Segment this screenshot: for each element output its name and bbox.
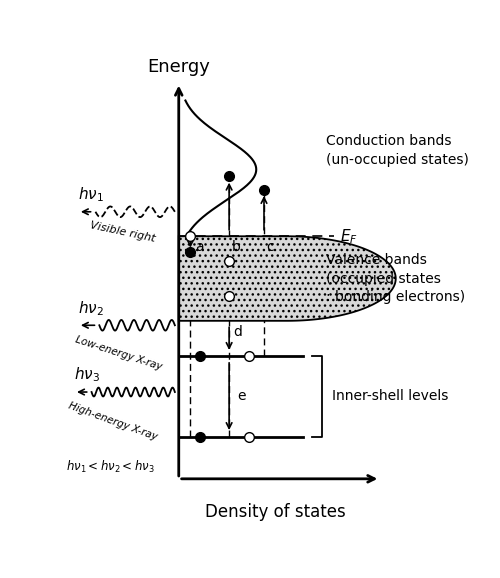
Text: $h\nu_3$: $h\nu_3$ — [74, 366, 100, 384]
Text: d: d — [233, 325, 242, 339]
Text: $h\nu_2$: $h\nu_2$ — [78, 299, 104, 318]
Text: Energy: Energy — [148, 58, 210, 76]
Text: Density of states: Density of states — [206, 503, 346, 521]
Text: $E_F$: $E_F$ — [340, 227, 357, 246]
Text: Low-energy X-ray: Low-energy X-ray — [74, 334, 164, 372]
Text: b: b — [232, 240, 241, 254]
Text: Visible right: Visible right — [89, 221, 156, 244]
Text: $h\nu_1$: $h\nu_1$ — [78, 186, 104, 204]
Text: $h\nu_1 < h\nu_2 < h\nu_3$: $h\nu_1 < h\nu_2 < h\nu_3$ — [66, 459, 155, 475]
Text: e: e — [238, 390, 246, 403]
Text: c: c — [266, 240, 274, 254]
Text: Valence bands
(occupied states
: bonding electrons): Valence bands (occupied states : bonding… — [326, 253, 465, 304]
Polygon shape — [179, 236, 396, 321]
Text: High-energy X-ray: High-energy X-ray — [67, 401, 158, 442]
Text: Conduction bands
(un-occupied states): Conduction bands (un-occupied states) — [326, 134, 469, 167]
Text: Inner-shell levels: Inner-shell levels — [332, 390, 448, 403]
Text: a: a — [195, 240, 203, 254]
